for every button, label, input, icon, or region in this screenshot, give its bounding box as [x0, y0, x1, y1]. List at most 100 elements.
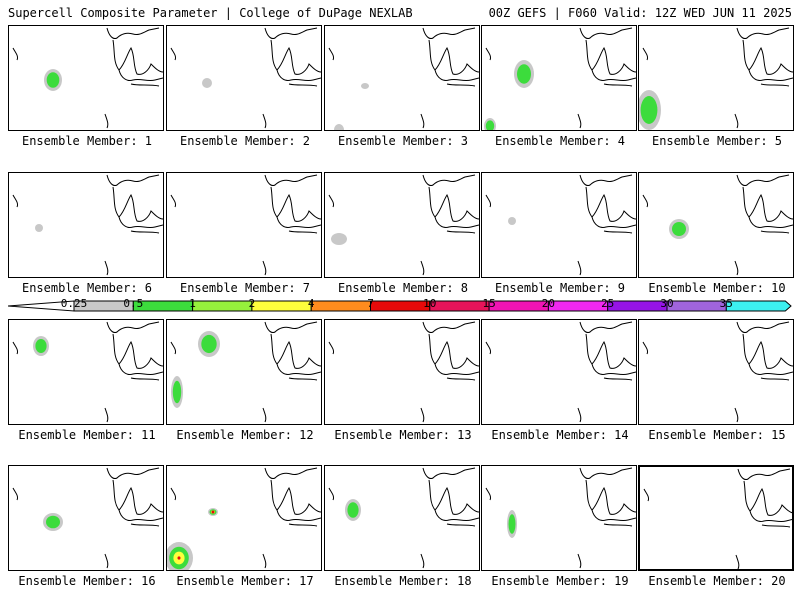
scp-contour — [361, 83, 369, 89]
member-panel-6[interactable] — [8, 172, 164, 278]
coastline — [446, 377, 476, 381]
member-label: Ensemble Member: 7 — [179, 281, 311, 295]
member-panel-20[interactable] — [638, 465, 794, 571]
member-panel-12[interactable] — [166, 319, 322, 425]
coastline — [485, 341, 491, 355]
scp-contour — [485, 120, 495, 130]
member-map-13 — [328, 321, 479, 423]
coastline — [748, 69, 793, 82]
coastline — [420, 113, 425, 129]
coastline — [736, 321, 790, 333]
scp-contour — [46, 72, 60, 88]
coastline — [270, 333, 321, 369]
member-panel-17[interactable] — [166, 465, 322, 571]
member-panel-8[interactable] — [324, 172, 480, 278]
coastline — [579, 27, 633, 39]
member-panel-19[interactable] — [481, 465, 637, 571]
coastline — [276, 69, 321, 82]
member-panel-4[interactable] — [481, 25, 637, 131]
coastline — [603, 523, 633, 527]
member-panel-15[interactable] — [638, 319, 794, 425]
coastline — [591, 216, 636, 229]
coastline — [577, 113, 582, 129]
coastline — [422, 467, 476, 479]
coastline — [742, 186, 793, 222]
member-map-16 — [12, 467, 163, 569]
scp-contour — [334, 124, 344, 130]
coastline — [579, 174, 633, 186]
coastline — [106, 467, 160, 479]
colorbar-tick-label: 15 — [482, 297, 496, 310]
scp-contour — [517, 64, 531, 84]
member-panel-3[interactable] — [324, 25, 480, 131]
coastline — [446, 230, 476, 234]
member-panel-2[interactable] — [166, 25, 322, 131]
member-label: Ensemble Member: 6 — [21, 281, 153, 295]
coastline — [288, 230, 318, 234]
member-panel-1[interactable] — [8, 25, 164, 131]
map-title: Supercell Composite Parameter | College … — [8, 6, 413, 20]
member-map-1 — [12, 27, 163, 129]
coastline — [585, 186, 636, 222]
colorbar-tick-label: 30 — [660, 297, 674, 310]
member-panel-14[interactable] — [481, 319, 637, 425]
colorbar-tick-label: 20 — [541, 297, 556, 310]
member-map-9 — [485, 174, 636, 276]
member-map-5 — [639, 27, 793, 130]
colorbar-segment — [666, 300, 727, 312]
colorbar-tick-label: 1 — [189, 297, 196, 310]
member-panel-13[interactable] — [324, 319, 480, 425]
colorbar-segment — [192, 300, 253, 312]
coastline — [591, 363, 636, 376]
coastline — [118, 69, 163, 82]
member-label: Ensemble Member: 1 — [21, 134, 153, 148]
coastline — [485, 487, 491, 501]
member-label: Ensemble Member: 18 — [334, 574, 472, 588]
member-label: Ensemble Member: 13 — [334, 428, 472, 442]
coastline — [485, 47, 491, 61]
member-label: Ensemble Member: 5 — [651, 134, 783, 148]
coastline — [118, 363, 163, 376]
member-panel-10[interactable] — [638, 172, 794, 278]
member-panel-5[interactable] — [638, 25, 794, 131]
colorbar-segment — [370, 300, 431, 312]
coastline — [420, 407, 425, 423]
member-panel-9[interactable] — [481, 172, 637, 278]
coastline — [736, 174, 790, 186]
coastline — [262, 260, 267, 276]
colorbar-segment — [429, 300, 490, 312]
coastline — [106, 27, 160, 39]
scp-contour — [211, 510, 215, 514]
scp-contour — [508, 217, 516, 225]
member-map-2 — [170, 27, 321, 129]
member-panel-7[interactable] — [166, 172, 322, 278]
coastline — [118, 216, 163, 229]
coastline — [112, 479, 163, 515]
coastline — [434, 69, 479, 82]
coastline — [485, 194, 491, 208]
coastline — [104, 407, 109, 423]
member-map-12 — [170, 321, 321, 423]
member-panel-11[interactable] — [8, 319, 164, 425]
member-map-20 — [643, 468, 792, 569]
coastline — [130, 523, 160, 527]
coastline — [428, 39, 479, 75]
colorbar-segment — [607, 300, 668, 312]
member-label: Ensemble Member: 2 — [179, 134, 311, 148]
scp-contour — [331, 233, 347, 245]
coastline — [104, 553, 109, 569]
member-panel-16[interactable] — [8, 465, 164, 571]
coastline — [743, 480, 792, 516]
colorbar-segment — [251, 300, 312, 312]
member-label: Ensemble Member: 3 — [337, 134, 469, 148]
scp-contour — [508, 514, 516, 534]
scp-contour — [172, 380, 182, 404]
coastline — [434, 509, 479, 522]
coastline — [104, 260, 109, 276]
coastline — [734, 407, 739, 423]
member-panel-18[interactable] — [324, 465, 480, 571]
coastline — [749, 510, 792, 523]
member-label: Ensemble Member: 17 — [176, 574, 314, 588]
colorbar-segment — [725, 300, 792, 312]
member-map-6 — [12, 174, 163, 276]
